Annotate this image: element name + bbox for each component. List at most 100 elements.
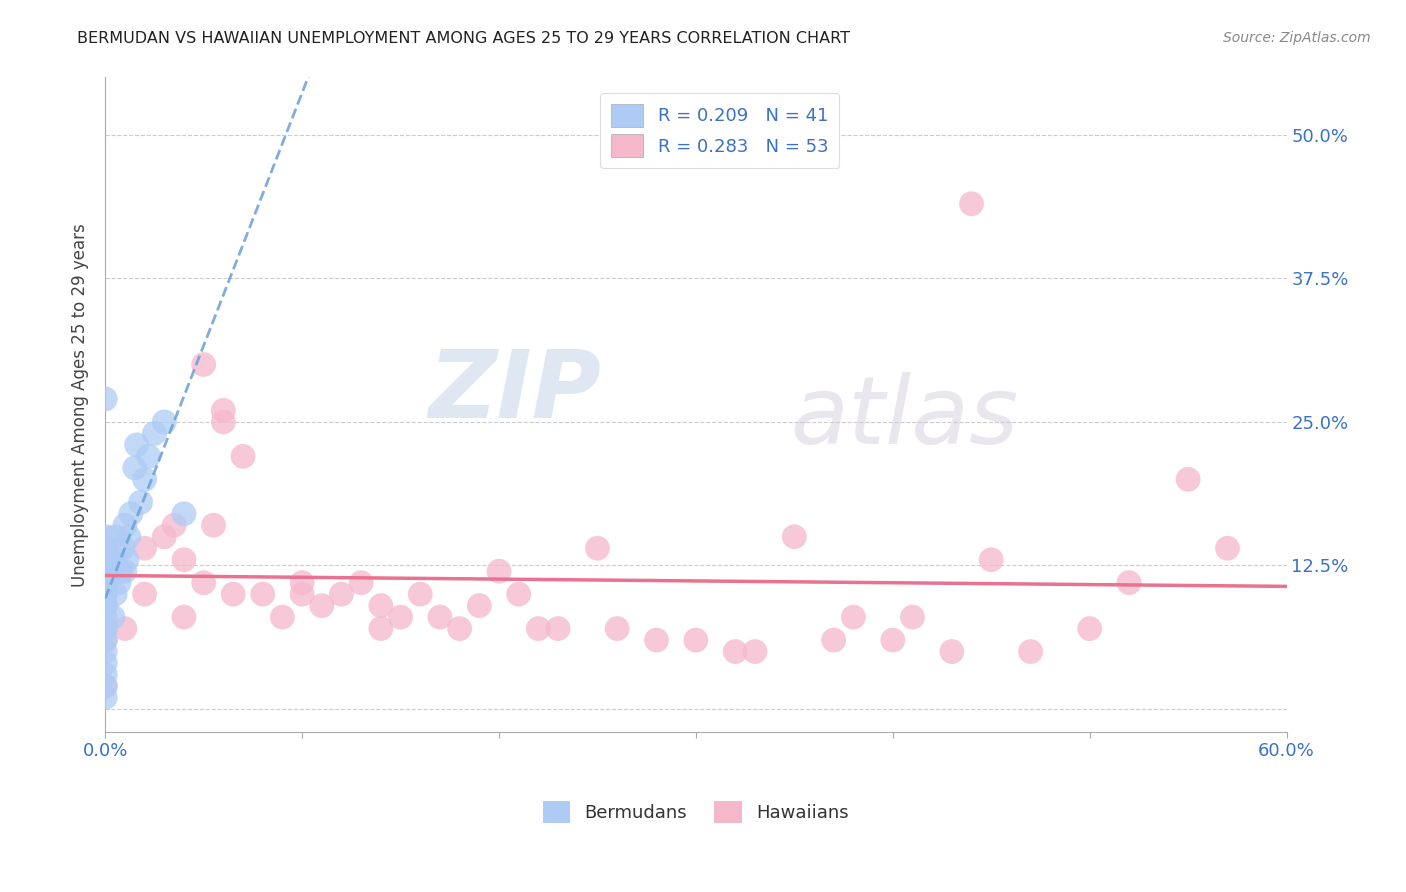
- Text: ZIP: ZIP: [429, 345, 602, 438]
- Point: [1118, 575, 1140, 590]
- Point: [202, 518, 225, 533]
- Point: [547, 622, 569, 636]
- Point: [94, 599, 117, 613]
- Point: [330, 587, 353, 601]
- Point: [94, 530, 117, 544]
- Point: [960, 196, 983, 211]
- Point: [125, 438, 148, 452]
- Point: [488, 564, 510, 578]
- Point: [94, 633, 117, 648]
- Point: [94, 541, 117, 556]
- Point: [94, 575, 117, 590]
- Point: [134, 541, 156, 556]
- Point: [94, 575, 117, 590]
- Point: [645, 633, 668, 648]
- Point: [744, 644, 766, 658]
- Point: [134, 472, 156, 486]
- Point: [143, 426, 166, 441]
- Point: [1078, 622, 1101, 636]
- Point: [104, 530, 127, 544]
- Point: [370, 599, 392, 613]
- Point: [94, 656, 117, 670]
- Point: [586, 541, 609, 556]
- Point: [823, 633, 845, 648]
- Point: [212, 403, 235, 417]
- Point: [129, 495, 152, 509]
- Point: [252, 587, 274, 601]
- Point: [134, 587, 156, 601]
- Point: [120, 507, 142, 521]
- Point: [685, 633, 707, 648]
- Point: [980, 552, 1002, 566]
- Text: atlas: atlas: [790, 372, 1019, 463]
- Point: [104, 552, 127, 566]
- Point: [409, 587, 432, 601]
- Point: [606, 622, 628, 636]
- Point: [111, 541, 134, 556]
- Point: [527, 622, 550, 636]
- Point: [724, 644, 747, 658]
- Point: [94, 622, 117, 636]
- Point: [94, 599, 117, 613]
- Point: [94, 622, 117, 636]
- Point: [173, 552, 195, 566]
- Point: [212, 415, 235, 429]
- Point: [94, 667, 117, 681]
- Point: [104, 587, 127, 601]
- Point: [193, 358, 215, 372]
- Point: [232, 450, 254, 464]
- Point: [94, 587, 117, 601]
- Point: [94, 690, 117, 705]
- Point: [153, 530, 176, 544]
- Y-axis label: Unemployment Among Ages 25 to 29 years: Unemployment Among Ages 25 to 29 years: [72, 223, 89, 587]
- Point: [108, 575, 131, 590]
- Point: [173, 610, 195, 624]
- Point: [94, 679, 117, 693]
- Point: [350, 575, 373, 590]
- Point: [115, 552, 138, 566]
- Legend: Bermudans, Hawaiians: Bermudans, Hawaiians: [536, 793, 856, 830]
- Point: [901, 610, 924, 624]
- Point: [783, 530, 806, 544]
- Point: [882, 633, 904, 648]
- Point: [370, 622, 392, 636]
- Point: [311, 599, 333, 613]
- Point: [124, 460, 146, 475]
- Point: [94, 633, 117, 648]
- Point: [138, 450, 160, 464]
- Point: [291, 587, 314, 601]
- Point: [941, 644, 963, 658]
- Point: [291, 575, 314, 590]
- Point: [222, 587, 245, 601]
- Point: [94, 644, 117, 658]
- Point: [94, 610, 117, 624]
- Point: [114, 518, 136, 533]
- Point: [173, 507, 195, 521]
- Text: BERMUDAN VS HAWAIIAN UNEMPLOYMENT AMONG AGES 25 TO 29 YEARS CORRELATION CHART: BERMUDAN VS HAWAIIAN UNEMPLOYMENT AMONG …: [77, 31, 851, 46]
- Text: Source: ZipAtlas.com: Source: ZipAtlas.com: [1223, 31, 1371, 45]
- Point: [94, 564, 117, 578]
- Point: [110, 564, 132, 578]
- Point: [114, 622, 136, 636]
- Point: [429, 610, 451, 624]
- Point: [468, 599, 491, 613]
- Point: [1177, 472, 1199, 486]
- Point: [94, 552, 117, 566]
- Point: [101, 610, 124, 624]
- Point: [118, 530, 141, 544]
- Point: [389, 610, 412, 624]
- Point: [1216, 541, 1239, 556]
- Point: [101, 564, 124, 578]
- Point: [271, 610, 294, 624]
- Point: [94, 587, 117, 601]
- Point: [1019, 644, 1042, 658]
- Point: [94, 679, 117, 693]
- Point: [193, 575, 215, 590]
- Point: [114, 564, 136, 578]
- Point: [449, 622, 471, 636]
- Point: [508, 587, 530, 601]
- Point: [163, 518, 186, 533]
- Point: [842, 610, 865, 624]
- Point: [94, 392, 117, 406]
- Point: [153, 415, 176, 429]
